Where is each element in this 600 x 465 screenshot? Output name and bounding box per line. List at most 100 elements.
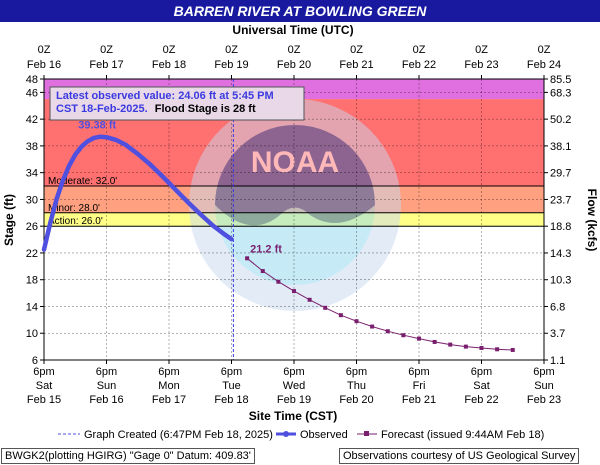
svg-text:NOAA: NOAA (251, 146, 339, 179)
flow-tick-label: 1.1 (550, 355, 565, 367)
top-axis-title: Universal Time (UTC) (232, 23, 353, 37)
y-tick-label: 34 (26, 168, 38, 180)
observed-peak-label: 39.38 ft (78, 120, 116, 132)
flow-tick-label: 23.7 (550, 194, 571, 206)
y-tick-label: 22 (26, 248, 38, 260)
bottom-tick-date: Feb 17 (152, 394, 186, 406)
forecast-point (323, 305, 328, 310)
y-tick-label: 48 (26, 74, 38, 86)
top-tick-date: Feb 16 (27, 59, 61, 71)
chart-title: BARREN RIVER AT BOWLING GREEN (174, 3, 428, 19)
bottom-tick-date: Feb 22 (464, 394, 498, 406)
forecast-point (307, 297, 312, 302)
y-tick-label: 14 (26, 301, 38, 313)
flow-tick-label: 38.1 (550, 141, 571, 153)
bottom-tick-time: 6pm (96, 366, 117, 378)
forecast-point (338, 313, 343, 318)
bottom-tick-time: 6pm (533, 366, 554, 378)
bottom-tick-day: Sun (534, 380, 554, 392)
legend-forecast: Forecast (issued 9:44AM Feb 18) (381, 429, 544, 441)
minor-level-label: Minor: 28.0' (48, 203, 100, 214)
top-tick-date: Feb 17 (89, 59, 123, 71)
bottom-tick-date: Feb 18 (214, 394, 248, 406)
bottom-tick-date: Feb 16 (89, 394, 123, 406)
top-tick-label: 0Z (413, 44, 426, 56)
bottom-tick-time: 6pm (221, 366, 242, 378)
top-tick-label: 0Z (38, 44, 51, 56)
series-layer: 39.38 ft 21.2 ft (41, 120, 515, 352)
top-tick-label: 0Z (163, 44, 176, 56)
forecast-line (246, 257, 513, 351)
flow-tick-label: 14.3 (550, 248, 571, 260)
flow-tick-label: 29.7 (550, 168, 571, 180)
forecast-point (292, 289, 296, 294)
title-bar (0, 0, 600, 22)
top-tick-date: Feb 21 (339, 59, 373, 71)
legend-graph-created: Graph Created (6:47PM Feb 18, 2025) (84, 429, 273, 441)
bottom-tick-time: 6pm (471, 366, 492, 378)
gage-datum-note: BWGK2(plotting HGIRG) "Gage 0" Datum: 40… (1, 448, 255, 464)
bottom-tick-date: Feb 21 (402, 394, 436, 406)
y-tick-label: 46 (26, 87, 38, 99)
forecast-point (245, 256, 250, 261)
y-tick-label: 18 (26, 275, 38, 287)
bottom-tick-time: 6pm (33, 366, 54, 378)
y-tick-label: 10 (26, 328, 38, 340)
svg-text:CST 18-Feb-2025. Flood S: CST 18-Feb-2025. Flood Stage is 28 ft (56, 103, 256, 115)
forecast-point (401, 333, 406, 338)
forecast-point (385, 329, 390, 334)
flow-tick-label: 18.8 (550, 221, 571, 233)
y-tick-label: 6 (32, 355, 38, 367)
flow-tick-label: 10.3 (550, 275, 571, 287)
bottom-tick-day: Tue (222, 380, 241, 392)
flow-tick-label: 68.3 (550, 87, 571, 99)
latest-value-line1: Latest observed value: 24.06 ft at 5:45 … (56, 90, 274, 102)
top-tick-label: 0Z (100, 44, 113, 56)
y-tick-label: 26 (26, 221, 38, 233)
forecast-point (463, 344, 468, 349)
observations-credit: Observations courtesy of US Geological S… (339, 448, 580, 464)
bottom-tick-day: Mon (158, 380, 179, 392)
forecast-point (276, 279, 281, 284)
forecast-point (432, 339, 437, 344)
bottom-axis-title: Site Time (CST) (249, 409, 337, 423)
top-tick-date: Feb 24 (527, 59, 561, 71)
right-axis-title: Flow (kcfs) (585, 189, 599, 252)
forecast-point (495, 347, 500, 352)
top-tick-label: 0Z (475, 44, 488, 56)
forecast-point (370, 324, 375, 329)
top-tick-label: 0Z (225, 44, 238, 56)
flow-tick-label: 85.5 (550, 74, 571, 86)
bottom-tick-day: Sat (473, 380, 490, 392)
flow-tick-label: 50.2 (550, 114, 571, 126)
top-tick-date: Feb 20 (277, 59, 311, 71)
left-axis-title: Stage (ft) (2, 194, 16, 246)
forecast-point (354, 319, 359, 324)
moderate-level-label: Moderate: 32.0' (48, 176, 117, 187)
action-level-label: Action: 26.0' (48, 216, 103, 227)
bottom-tick-day: Wed (283, 380, 305, 392)
forecast-point (510, 347, 515, 352)
top-tick-date: Feb 19 (214, 59, 248, 71)
forecast-start-label: 21.2 ft (250, 243, 282, 255)
bottom-tick-date: Feb 15 (27, 394, 61, 406)
flood-level-lines: Moderate: 32.0' Minor: 28.0' Action: 26.0' (44, 79, 544, 360)
bottom-tick-time: 6pm (158, 366, 179, 378)
bottom-tick-date: Feb 19 (277, 394, 311, 406)
top-tick-date: Feb 23 (464, 59, 498, 71)
flood-stage-note: Flood Stage is 28 ft (155, 103, 256, 115)
bottom-tick-date: Feb 20 (339, 394, 373, 406)
top-tick-label: 0Z (288, 44, 301, 56)
top-tick-label: 0Z (350, 44, 363, 56)
bottom-tick-day: Thu (347, 380, 366, 392)
latest-value-box: Latest observed value: 24.06 ft at 5:45 … (49, 86, 305, 121)
top-tick-date: Feb 18 (152, 59, 186, 71)
forecast-point (479, 345, 484, 350)
forecast-point (417, 336, 421, 341)
observed-line (41, 134, 234, 252)
y-tick-label: 30 (26, 194, 38, 206)
bottom-tick-date: Feb 23 (527, 394, 561, 406)
forecast-point (448, 342, 453, 347)
bottom-tick-time: 6pm (283, 366, 304, 378)
